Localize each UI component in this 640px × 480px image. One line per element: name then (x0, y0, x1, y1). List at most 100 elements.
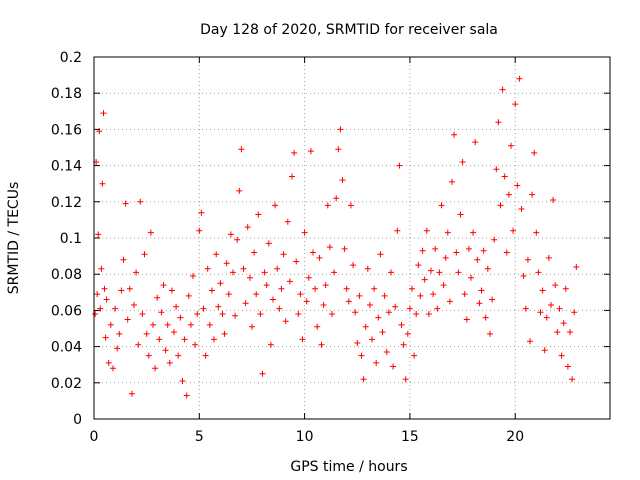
data-point (436, 269, 443, 276)
data-point (476, 300, 483, 307)
data-point (508, 142, 514, 149)
data-point (171, 329, 177, 336)
data-point (187, 321, 194, 328)
data-point (244, 224, 251, 231)
data-point (362, 323, 369, 330)
data-point (425, 311, 432, 317)
y-tick-label: 0.2 (60, 50, 82, 66)
data-point (482, 314, 489, 321)
data-point (343, 285, 350, 292)
data-point (388, 269, 394, 276)
data-point (402, 376, 409, 383)
data-point (95, 231, 102, 238)
data-point (379, 329, 386, 336)
data-point (552, 282, 559, 289)
data-point (251, 249, 258, 256)
data-point (124, 316, 131, 323)
y-tick-label: 0.12 (51, 195, 82, 211)
grid (94, 57, 610, 419)
data-point (103, 296, 110, 303)
data-point (409, 285, 415, 292)
data-point (556, 305, 563, 312)
data-point (329, 311, 335, 317)
data-point (156, 336, 163, 343)
data-point (160, 282, 167, 289)
x-axis-label: GPS time / hours (290, 459, 407, 475)
data-point (440, 282, 447, 289)
data-point (413, 311, 420, 317)
data-point (415, 262, 422, 269)
data-point (303, 298, 310, 305)
data-point (394, 227, 401, 234)
data-point (381, 292, 388, 299)
data-point (110, 365, 116, 372)
data-point (198, 209, 205, 216)
data-point (516, 75, 523, 82)
data-point (472, 139, 479, 146)
data-point (126, 285, 133, 292)
data-point (465, 245, 472, 252)
data-point (396, 162, 403, 169)
data-point (128, 390, 135, 397)
data-point (493, 166, 500, 173)
data-point (116, 330, 123, 337)
data-point (337, 126, 344, 133)
data-point (255, 211, 262, 218)
data-point (316, 254, 323, 261)
data-point (263, 282, 270, 289)
data-point (152, 365, 159, 372)
data-point (510, 227, 517, 234)
data-point (145, 352, 152, 359)
x-tick-label: 0 (90, 429, 99, 445)
chart-title: Day 128 of 2020, SRMTID for receiver sal… (200, 22, 498, 38)
data-point (114, 345, 121, 352)
data-point (99, 180, 106, 187)
data-point (107, 321, 114, 328)
data-point (190, 273, 196, 279)
data-point (131, 302, 137, 308)
data-point (539, 287, 546, 294)
data-point (503, 249, 510, 256)
data-point (385, 309, 392, 316)
data-point (162, 347, 169, 354)
data-point (295, 311, 302, 317)
data-point (444, 229, 451, 236)
data-point (150, 321, 156, 328)
data-point (463, 316, 470, 323)
data-point (474, 256, 481, 263)
data-point (217, 280, 224, 287)
data-point (166, 359, 173, 366)
data-point (514, 182, 521, 189)
data-point (164, 321, 171, 328)
data-point (550, 197, 557, 203)
data-point (533, 229, 540, 236)
data-point (480, 247, 487, 254)
y-tick-label: 0.08 (51, 267, 82, 283)
data-point (489, 296, 496, 303)
data-point (219, 311, 226, 317)
data-point (299, 336, 306, 343)
data-point (179, 378, 186, 384)
data-point (274, 265, 281, 272)
data-point (468, 274, 474, 281)
data-point (305, 274, 312, 281)
data-point (92, 311, 99, 317)
data-point (94, 291, 101, 298)
data-point (522, 305, 529, 312)
data-point (366, 302, 373, 308)
data-point (278, 285, 285, 292)
data-point (272, 202, 279, 209)
data-point (567, 329, 573, 336)
data-point (267, 341, 274, 348)
data-point (293, 258, 300, 265)
data-point (487, 330, 493, 337)
tick-labels: 0 0.02 0.04 0.06 0.08 0.1 0.12 0.14 0.16 0.18 0.2 0… (51, 50, 524, 445)
data-point (97, 305, 104, 312)
data-point (421, 276, 428, 283)
data-point (369, 336, 375, 343)
data-point (194, 311, 201, 317)
data-point (314, 323, 321, 330)
data-point (352, 309, 359, 316)
data-point (297, 291, 304, 298)
